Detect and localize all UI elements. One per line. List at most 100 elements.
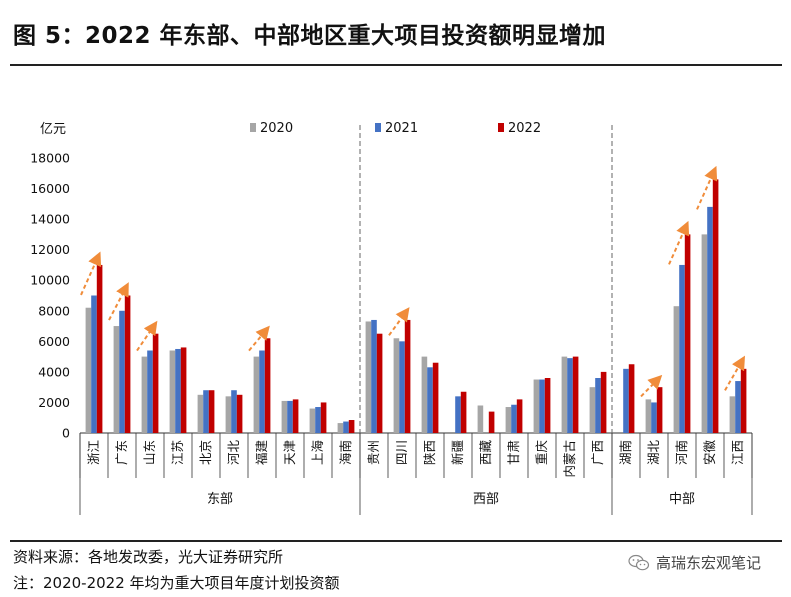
bar-2020 (169, 350, 176, 433)
bar-2022 (460, 391, 467, 433)
x-tick-label: 江西 (730, 440, 745, 465)
bar-2022 (572, 356, 579, 433)
bar-2022 (236, 394, 243, 433)
bar-2022 (740, 368, 747, 433)
bar-2020 (253, 356, 260, 433)
bar-2021 (651, 402, 657, 433)
bar-2020 (197, 394, 204, 433)
increase-arrow (388, 307, 410, 336)
legend-swatch (250, 123, 256, 132)
increase-arrow (248, 325, 270, 352)
x-tick-label: 内蒙古 (562, 440, 577, 478)
bar-2021 (343, 421, 349, 433)
bar-2021 (119, 310, 125, 433)
x-tick-label: 四川 (394, 440, 409, 465)
bar-2021 (259, 350, 265, 433)
bar-2020 (365, 321, 372, 433)
bar-2022 (348, 420, 355, 433)
x-tick-label: 浙江 (86, 440, 101, 465)
bar-2020 (337, 423, 344, 433)
bar-chart: 亿元 0 2000 4000 6000 8000 10000 12000 14000 16000 1… (30, 121, 753, 515)
x-tick-label: 甘肃 (506, 440, 521, 465)
y-tick-label: 12000 (30, 242, 70, 257)
bar-2022 (152, 333, 159, 433)
bar-2021 (371, 319, 377, 433)
x-tick-label: 河南 (674, 440, 689, 465)
bottom-rule (10, 540, 782, 542)
y-tick-label: 2000 (38, 395, 70, 410)
increase-arrow (640, 374, 663, 398)
increase-arrow (668, 220, 690, 265)
y-tick-label: 10000 (30, 273, 70, 288)
legend-swatch (375, 123, 381, 132)
bar-2020 (113, 326, 120, 433)
bar-2020 (589, 387, 596, 433)
source-text: 资料来源：各地发改委，光大证券研究所 (13, 548, 284, 566)
legend-swatch (498, 123, 504, 132)
bar-2021 (595, 378, 601, 433)
bar-2021 (91, 295, 97, 433)
y-tick-label: 14000 (30, 212, 70, 227)
bar-2020 (281, 400, 288, 433)
bar-2022 (264, 338, 271, 433)
bar-2021 (399, 341, 405, 433)
watermark: 高瑞东宏观笔记 (628, 552, 761, 573)
x-tick-label: 北京 (198, 440, 213, 465)
bar-2020 (225, 396, 232, 433)
y-tick-label: 18000 (30, 151, 70, 166)
bar-2021 (735, 381, 741, 433)
y-tick-label: 6000 (38, 334, 70, 349)
wechat-icon (628, 554, 650, 570)
x-tick-label: 广东 (114, 440, 129, 465)
bar-2021 (707, 206, 713, 433)
bar-2020 (421, 356, 428, 433)
bar-2020 (645, 399, 652, 433)
bar-2021 (231, 390, 237, 433)
bar-2021 (315, 407, 321, 433)
bar-2022 (544, 378, 551, 433)
y-tick-label: 4000 (38, 364, 70, 379)
x-tick-label: 广西 (590, 440, 605, 465)
x-tick-label: 上海 (310, 440, 325, 466)
increase-arrow (136, 320, 158, 352)
x-tick-label: 湖北 (646, 440, 661, 466)
y-tick-label: 8000 (38, 303, 70, 318)
bar-2021 (679, 264, 685, 433)
x-tick-label: 福建 (254, 440, 269, 466)
bar-2021 (287, 400, 293, 433)
bar-2022 (320, 402, 327, 433)
x-tick-label: 西藏 (478, 440, 493, 466)
bar-2022 (432, 362, 439, 433)
bar-2020 (673, 306, 680, 433)
x-tick-label: 山东 (142, 440, 157, 465)
bar-2021 (147, 350, 153, 433)
bar-2022 (180, 347, 187, 433)
bar-2021 (175, 348, 181, 433)
bar-2021 (567, 358, 573, 433)
x-tick-label: 海南 (338, 440, 353, 465)
increase-arrow (108, 282, 129, 321)
x-tick-label: 江苏 (170, 440, 185, 465)
x-tick-label: 陕西 (422, 440, 437, 465)
group-label: 东部 (207, 492, 233, 507)
x-tick-label: 贵州 (366, 440, 381, 465)
bar-2020 (477, 405, 484, 433)
bar-2022 (208, 390, 215, 433)
x-tick-label: 新疆 (450, 440, 465, 465)
bar-2021 (455, 396, 461, 433)
legend-label: 2022 (508, 121, 541, 136)
x-tick-label: 重庆 (534, 440, 549, 466)
bar-2021 (539, 379, 545, 433)
bar-2020 (533, 379, 540, 433)
bar-2022 (376, 333, 383, 433)
legend-label: 2020 (260, 121, 293, 136)
y-tick-label: 0 (62, 426, 70, 441)
bar-2020 (393, 338, 400, 433)
bar-2020 (561, 356, 568, 433)
bar-2022 (600, 371, 607, 433)
bar-2020 (85, 307, 92, 433)
bar-2021 (623, 368, 629, 433)
increase-arrow (696, 165, 718, 210)
bar-2022 (628, 364, 635, 433)
increase-arrow (724, 355, 745, 391)
